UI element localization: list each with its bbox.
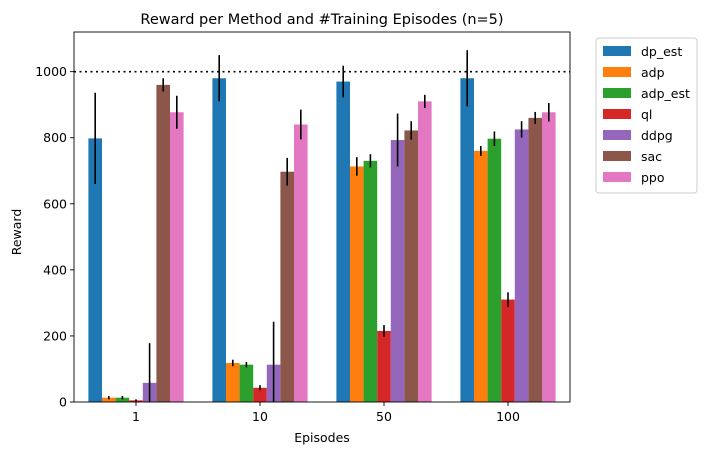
bar-ql-50 [377, 330, 391, 402]
bar-dp_est-1 [88, 138, 102, 402]
bar-adp_est-10 [239, 364, 254, 402]
x-tick-label: 50 [376, 409, 392, 424]
y-tick-label: 0 [59, 395, 67, 410]
bar-sac-100 [528, 117, 542, 403]
legend-label-dp_est: dp_est [641, 44, 682, 59]
legend-label-ql: ql [641, 107, 652, 122]
bar-ppo-10 [294, 124, 308, 402]
x-axis: 1 10 50 100 [132, 402, 520, 424]
y-axis: 0 200 400 600 800 1000 [35, 64, 74, 410]
chart-title: Reward per Method and #Training Episodes… [140, 12, 503, 28]
legend-label-ddpg: ddpg [641, 128, 673, 143]
bar-adp_est-1 [115, 397, 130, 402]
bar-adp-1 [102, 397, 116, 402]
y-tick-label: 1000 [35, 64, 67, 79]
error-bars-layer [94, 50, 550, 402]
plot-area-frame [73, 31, 571, 403]
bar-sac-50 [404, 130, 418, 403]
bar-sac-10 [280, 171, 294, 402]
bar-ppo-100 [542, 112, 556, 402]
legend-swatch-ddpg [603, 130, 631, 140]
legend-swatch-adp_est [603, 88, 631, 98]
bars-layer [88, 78, 556, 403]
legend-swatch-ppo [603, 172, 631, 182]
bar-ddpg-100 [514, 129, 529, 402]
bar-adp_est-100 [487, 138, 502, 402]
bar-dp_est-100 [460, 78, 474, 402]
bar-dp_est-10 [212, 78, 226, 402]
legend-swatch-ql [603, 109, 631, 119]
bar-ddpg-50 [390, 140, 405, 402]
legend-swatch-sac [603, 151, 631, 161]
bar-adp-10 [226, 363, 240, 402]
bar-sac-1 [156, 84, 170, 402]
bar-ql-10 [253, 387, 267, 402]
y-tick-label: 400 [43, 262, 67, 277]
legend-label-adp: adp [641, 65, 665, 80]
bar-ql-100 [501, 299, 515, 402]
legend-swatch-adp [603, 67, 631, 77]
y-tick-label: 800 [43, 130, 67, 145]
x-tick-label: 1 [132, 409, 140, 424]
y-tick-label: 200 [43, 328, 67, 343]
legend-swatch-dp_est [603, 46, 631, 56]
y-axis-label: Reward [9, 209, 24, 256]
bar-dp_est-50 [336, 81, 350, 402]
y-tick-label: 600 [43, 196, 67, 211]
legend-label-sac: sac [641, 149, 662, 164]
bar-adp-100 [474, 150, 488, 402]
x-tick-label: 10 [252, 409, 268, 424]
bar-adp_est-50 [363, 160, 378, 402]
x-tick-label: 100 [496, 409, 520, 424]
bar-ppo-50 [418, 101, 432, 402]
legend-label-ppo: ppo [641, 170, 665, 185]
x-axis-label: Episodes [294, 430, 350, 445]
legend-label-adp_est: adp_est [641, 86, 690, 101]
bar-adp-50 [350, 166, 364, 402]
bar-ppo-1 [170, 112, 184, 402]
